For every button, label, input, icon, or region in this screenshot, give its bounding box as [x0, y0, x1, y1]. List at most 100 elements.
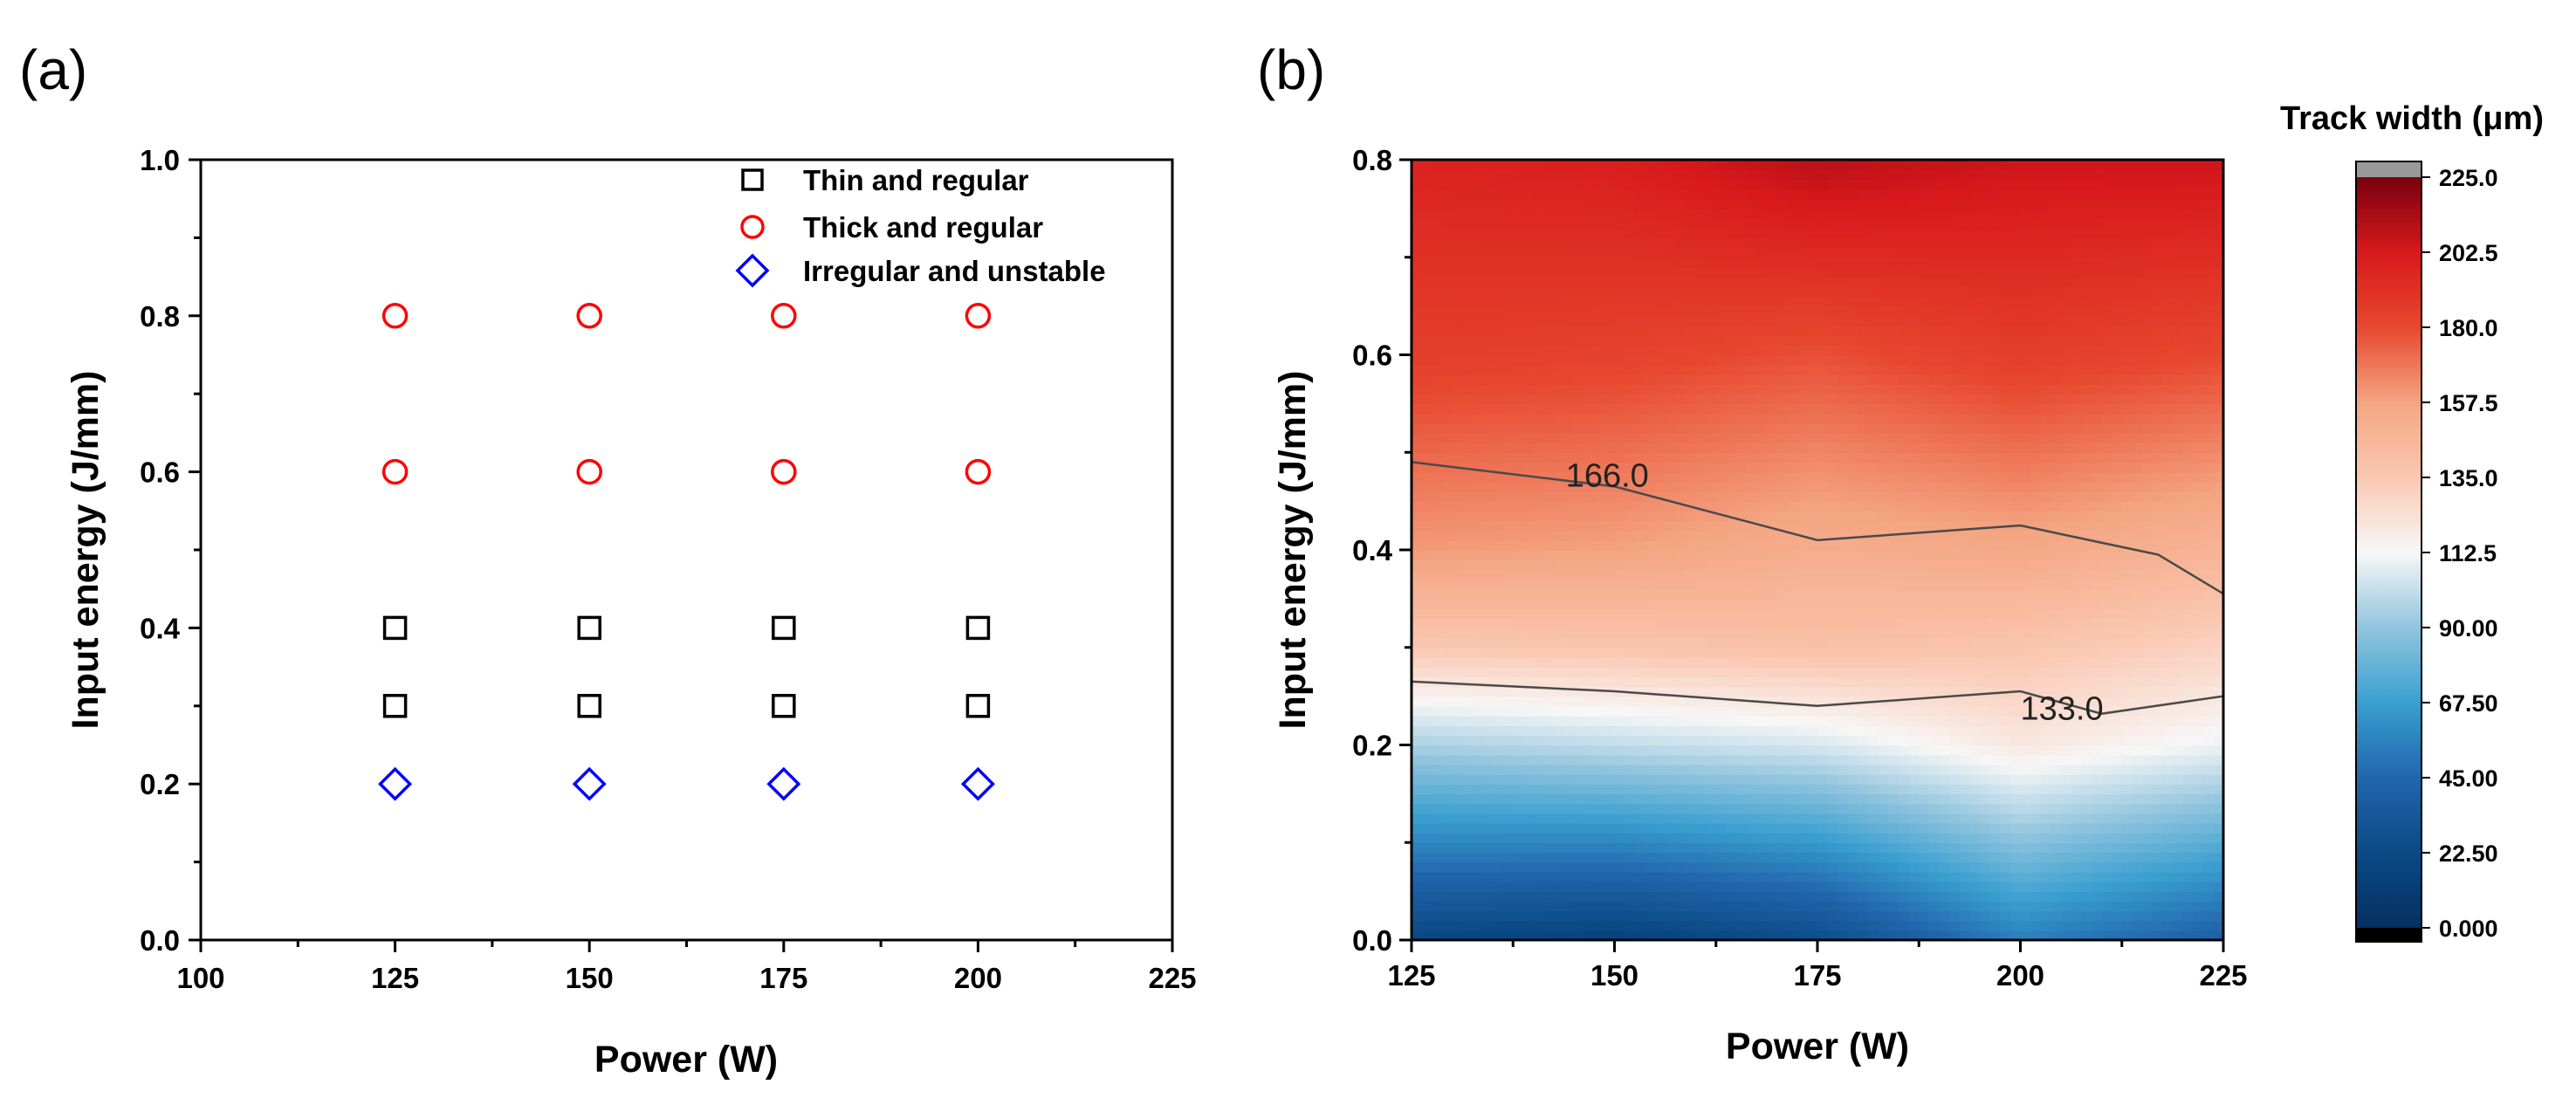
heatmap-cell: [2050, 608, 2062, 620]
heatmap-cell: [1634, 618, 1646, 629]
heatmap-cell: [2202, 618, 2215, 629]
heatmap-cell: [1949, 647, 1961, 658]
heatmap-cell: [2202, 764, 2215, 775]
heatmap-cell: [1817, 598, 1829, 609]
heatmap-cell: [1594, 550, 1605, 560]
heatmap-cell: [1908, 598, 1920, 609]
heatmap-cell: [1645, 735, 1656, 746]
heatmap-cell: [1847, 696, 1859, 707]
heatmap-cell: [1543, 793, 1555, 805]
heatmap-cell: [1625, 384, 1636, 395]
heatmap-cell: [1604, 462, 1616, 473]
heatmap-cell: [2142, 715, 2154, 726]
heatmap-cell: [1583, 559, 1596, 571]
heatmap-cell: [1949, 550, 1961, 560]
heatmap-cell: [1847, 443, 1859, 454]
heatmap-cell: [1980, 754, 1991, 765]
heatmap-cell: [1959, 881, 1971, 892]
heatmap-cell: [1665, 881, 1677, 892]
heatmap-cell: [2020, 462, 2031, 473]
heatmap-cell: [2162, 881, 2174, 892]
panel-b-cells: [1412, 160, 2223, 940]
heatmap-cell: [1878, 686, 1890, 697]
heatmap-cell: [2071, 861, 2083, 873]
heatmap-cell: [1462, 764, 1473, 775]
heatmap-cell: [1868, 471, 1879, 483]
heatmap-cell: [1989, 852, 2002, 863]
heatmap-cell: [1980, 656, 1991, 668]
heatmap-cell: [1421, 539, 1433, 551]
heatmap-cell: [2213, 803, 2223, 814]
heatmap-cell: [1634, 550, 1646, 560]
heatmap-cell: [2182, 394, 2194, 405]
heatmap-cell: [1533, 608, 1544, 620]
heatmap-cell: [1522, 705, 1535, 717]
heatmap-cell: [1746, 754, 1758, 765]
heatmap-cell: [1502, 793, 1515, 805]
heatmap-cell: [1715, 462, 1728, 473]
heatmap-cell: [1441, 413, 1453, 424]
diamond-point: [766, 766, 801, 801]
heatmap-cell: [1939, 842, 1950, 854]
heatmap-cell: [1522, 374, 1535, 385]
heatmap-cell: [1980, 598, 1991, 609]
heatmap-cell: [1614, 725, 1625, 737]
heatmap-cell: [1959, 891, 1971, 902]
heatmap-cell: [1625, 364, 1636, 375]
heatmap-cell: [1665, 443, 1677, 454]
heatmap-cell: [1472, 813, 1484, 824]
heatmap-cell: [1726, 842, 1737, 854]
heatmap-cell: [1899, 842, 1910, 854]
heatmap-cell: [1695, 481, 1707, 492]
heatmap-cell: [2152, 511, 2164, 522]
heatmap-cell: [2202, 833, 2215, 844]
heatmap-cell: [1776, 705, 1788, 717]
heatmap-cell: [1614, 364, 1625, 375]
heatmap-cell: [1969, 432, 1981, 443]
heatmap-cell: [1939, 384, 1950, 395]
heatmap-cell: [1847, 403, 1859, 415]
heatmap-cell: [2152, 745, 2164, 756]
heatmap-cell: [1655, 784, 1666, 795]
heatmap-cell: [1614, 569, 1625, 580]
heatmap-cell: [2193, 861, 2204, 873]
heatmap-cell: [1695, 384, 1707, 395]
heatmap-cell: [2061, 803, 2072, 814]
heatmap-cell: [1574, 920, 1585, 931]
heatmap-cell: [1899, 793, 1910, 805]
heatmap-cell: [2071, 413, 2083, 424]
heatmap-cell: [2091, 384, 2103, 395]
heatmap-cell: [2091, 471, 2103, 483]
heatmap-cell: [1553, 910, 1565, 922]
heatmap-cell: [2213, 588, 2223, 600]
heatmap-cell: [1563, 920, 1575, 931]
heatmap-cell: [1441, 784, 1453, 795]
heatmap-cell: [1989, 881, 2002, 892]
heatmap-cell: [1868, 520, 1879, 532]
heatmap-cell: [1939, 891, 1950, 902]
heatmap-cell: [1899, 861, 1910, 873]
heatmap-cell: [1949, 422, 1961, 434]
heatmap-cell: [1715, 588, 1728, 600]
heatmap-cell: [1766, 443, 1778, 454]
heatmap-cell: [1919, 833, 1930, 844]
heatmap-cell: [1462, 676, 1473, 688]
heatmap-cell: [1614, 833, 1625, 844]
heatmap-cell: [1899, 539, 1910, 551]
heatmap-cell: [2081, 930, 2092, 940]
heatmap-cell: [1766, 403, 1778, 415]
heatmap-cell: [1634, 667, 1646, 678]
heatmap-cell: [1502, 511, 1515, 522]
heatmap-cell: [1543, 676, 1555, 688]
heatmap-cell: [2112, 471, 2123, 483]
heatmap-cell: [1787, 842, 1798, 854]
heatmap-cell: [1776, 910, 1788, 922]
heatmap-cell: [2030, 696, 2042, 707]
heatmap-cell: [1838, 764, 1849, 775]
heatmap-cell: [1766, 335, 1778, 347]
heatmap-cell: [1858, 920, 1869, 931]
heatmap-cell: [1472, 833, 1484, 844]
heatmap-cell: [1513, 754, 1524, 765]
heatmap-cell: [1553, 569, 1565, 580]
heatmap-cell: [2020, 842, 2031, 854]
